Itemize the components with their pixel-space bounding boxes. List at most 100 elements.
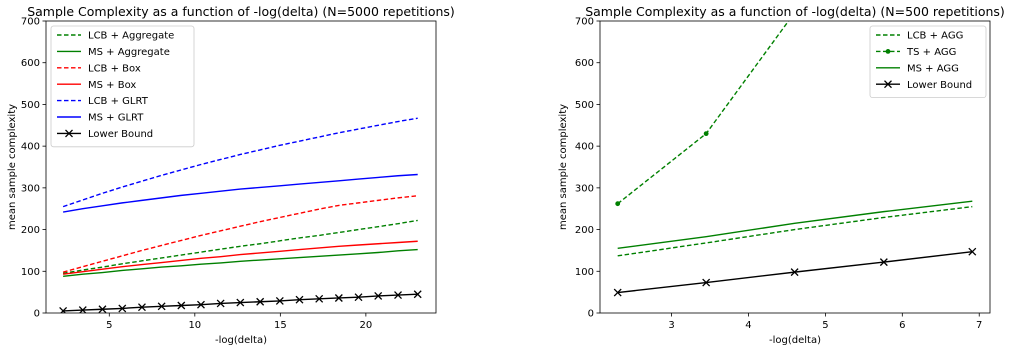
data-point-x-marker xyxy=(236,298,245,307)
plot-lines xyxy=(613,21,977,297)
y-tick-label: 700 xyxy=(21,17,40,28)
x-tick-label: 15 xyxy=(274,320,287,331)
y-tick-label: 500 xyxy=(575,100,594,111)
legend-entry: LCB + Aggregate xyxy=(57,31,174,42)
legend-label: LCB + Box xyxy=(88,63,141,74)
data-point-x-marker xyxy=(197,300,205,309)
y-tick-label: 200 xyxy=(575,225,594,236)
legend-label: MS + Aggregate xyxy=(88,47,170,58)
data-point-dot-marker xyxy=(703,131,709,137)
y-tick-label: 300 xyxy=(21,183,40,194)
legend-entry: LCB + Box xyxy=(57,63,141,74)
legend-entry: TS + AGG xyxy=(876,47,956,58)
legend-entry: Lower Bound xyxy=(57,129,153,140)
x-tick-label: 5 xyxy=(822,320,828,331)
legend: LCB + AGG TS + AGG MS + AGG Lower Bound xyxy=(869,25,987,98)
legend-entry: LCB + GLRT xyxy=(57,96,149,107)
series-line xyxy=(617,205,973,257)
data-point-x-marker xyxy=(354,293,363,302)
plot-frame xyxy=(45,20,437,314)
plot-frame xyxy=(599,20,991,314)
legend: LCB + Aggregate MS + Aggregate LCB + Box MS… xyxy=(50,25,195,148)
y-axis-label: mean sample complexity xyxy=(558,104,569,230)
data-point-x-marker xyxy=(216,299,225,308)
legend-label: LCB + GLRT xyxy=(88,96,149,107)
y-tick-label: 600 xyxy=(575,58,594,69)
y-tick-label: 0 xyxy=(34,309,40,320)
series-line xyxy=(63,248,418,277)
axis-ticks: 3 4 5 6 7 0 100 200 300 400 500 600 700 xyxy=(575,17,983,332)
data-point-x-marker xyxy=(613,288,622,297)
legend-box xyxy=(50,25,195,148)
chart-left: Sample Complexity as a function of -log(… xyxy=(7,4,455,346)
data-point-x-marker xyxy=(78,306,87,313)
data-point-x-marker xyxy=(394,291,402,300)
y-tick-label: 200 xyxy=(21,225,40,236)
series-line xyxy=(62,117,418,208)
x-tick-label: 6 xyxy=(899,320,905,331)
series-line xyxy=(62,173,418,213)
data-point-x-marker xyxy=(702,278,711,287)
legend-entry: LCB + AGG xyxy=(876,31,963,42)
y-tick-label: 0 xyxy=(588,309,594,320)
series-line xyxy=(62,219,418,275)
data-point-x-marker xyxy=(98,305,107,313)
y-tick-label: 100 xyxy=(21,267,40,278)
series-line xyxy=(62,195,418,273)
y-tick-label: 300 xyxy=(575,183,594,194)
legend-label: MS + Box xyxy=(88,80,136,91)
data-point-x-marker xyxy=(256,297,265,306)
legend-entry: MS + AGG xyxy=(876,63,959,74)
y-tick-label: 500 xyxy=(21,100,40,111)
x-tick-label: 7 xyxy=(976,320,982,331)
legend-label: Lower Bound xyxy=(907,80,972,91)
x-tick-label: 4 xyxy=(745,320,751,331)
data-point-x-marker xyxy=(138,303,146,312)
data-point-x-marker xyxy=(118,304,127,313)
chart-right: Sample Complexity as a function of -log(… xyxy=(558,4,1005,346)
chart-title: Sample Complexity as a function of -log(… xyxy=(585,4,1005,19)
legend-entry: MS + Aggregate xyxy=(57,47,170,58)
data-point-x-marker xyxy=(879,258,888,267)
legend-label: Lower Bound xyxy=(88,129,153,140)
legend-entry: MS + Box xyxy=(57,80,136,91)
y-tick-label: 400 xyxy=(575,142,594,153)
x-tick-label: 10 xyxy=(188,320,201,331)
data-point-x-marker xyxy=(59,306,68,313)
data-point-x-marker xyxy=(968,247,977,256)
y-tick-label: 700 xyxy=(575,17,594,28)
x-tick-label: 20 xyxy=(360,320,373,331)
x-axis-label: -log(delta) xyxy=(215,335,267,346)
x-tick-label: 5 xyxy=(106,320,112,331)
data-point-x-marker xyxy=(295,295,304,304)
y-tick-label: 600 xyxy=(21,58,40,69)
data-point-x-marker xyxy=(790,268,799,277)
y-tick-label: 100 xyxy=(575,267,594,278)
legend-label: TS + AGG xyxy=(906,47,956,58)
data-point-dot-marker xyxy=(615,201,621,207)
data-point-x-marker xyxy=(334,294,343,302)
y-axis-label: mean sample complexity xyxy=(7,104,18,230)
legend-label: MS + GLRT xyxy=(88,113,144,124)
legend-label: LCB + AGG xyxy=(907,31,963,42)
data-point-x-marker xyxy=(413,290,422,299)
data-point-x-marker xyxy=(275,296,284,305)
series-line xyxy=(617,200,973,250)
legend-box xyxy=(869,25,987,98)
y-tick-label: 400 xyxy=(21,142,40,153)
data-point-x-marker xyxy=(157,302,166,311)
legend-entry: Lower Bound xyxy=(876,80,972,91)
legend-label: LCB + Aggregate xyxy=(88,31,174,42)
series-line xyxy=(63,240,418,275)
x-tick-label: 3 xyxy=(668,320,674,331)
x-axis-label: -log(delta) xyxy=(769,335,821,346)
data-point-x-marker xyxy=(374,291,383,300)
data-point-x-marker xyxy=(315,294,324,303)
legend-entry: MS + GLRT xyxy=(57,113,144,124)
plot-lines xyxy=(59,117,422,313)
chart-title: Sample Complexity as a function of -log(… xyxy=(27,4,455,19)
legend-label: MS + AGG xyxy=(907,63,959,74)
